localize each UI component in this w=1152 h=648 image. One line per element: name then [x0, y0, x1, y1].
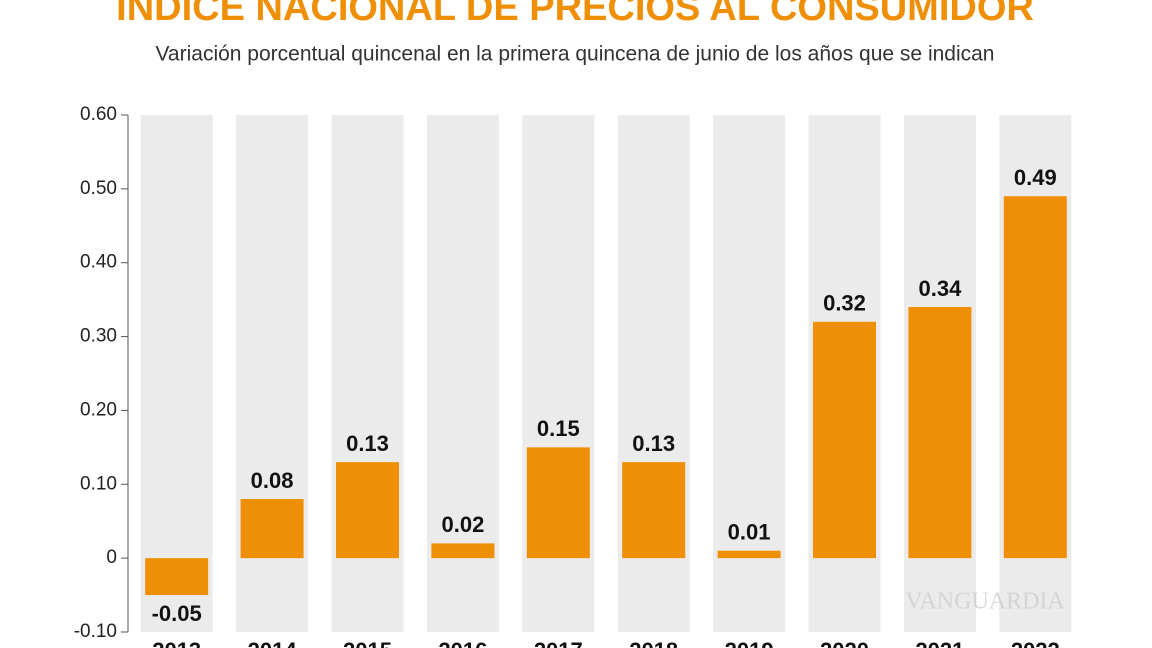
column-background — [140, 115, 213, 632]
bar — [240, 499, 304, 559]
bar — [145, 558, 209, 596]
bar — [336, 462, 399, 559]
bar — [813, 321, 876, 559]
data-label: 0.32 — [823, 291, 866, 316]
data-label: 0.02 — [441, 512, 484, 537]
data-label: 0.15 — [537, 416, 580, 441]
x-tick-label: 2015 — [343, 638, 392, 648]
watermark: VANGUARDIA — [905, 589, 1065, 615]
x-tick-label: 2022 — [1011, 638, 1060, 648]
y-tick-label: 0.30 — [80, 326, 117, 347]
bar — [526, 447, 590, 559]
bar — [908, 307, 972, 559]
x-tick-label: 2020 — [820, 638, 869, 648]
data-label: 0.34 — [918, 276, 962, 301]
bar — [717, 550, 781, 559]
x-tick-label: 2016 — [438, 638, 487, 648]
y-tick-label: 0.20 — [80, 399, 117, 420]
data-label: 0.13 — [632, 431, 675, 456]
bar — [431, 543, 495, 559]
data-label: -0.05 — [152, 601, 202, 626]
bar — [622, 462, 686, 559]
data-label: 0.08 — [251, 468, 294, 493]
x-tick-label: 2013 — [152, 638, 201, 648]
bar — [1003, 196, 1067, 559]
y-tick-label: 0.60 — [80, 104, 117, 125]
y-tick-label: 0 — [106, 547, 117, 568]
chart-title: ÍNDICE NACIONAL DE PRECIOS AL CONSUMIDOR — [116, 0, 1034, 29]
y-tick-label: 0.40 — [80, 252, 117, 273]
y-tick-label: -0.10 — [74, 621, 117, 642]
data-label: 0.49 — [1014, 165, 1057, 190]
y-tick-label: 0.10 — [80, 473, 117, 494]
column-background — [713, 115, 786, 632]
data-label: 0.13 — [346, 431, 389, 456]
data-label: 0.01 — [728, 520, 771, 545]
x-tick-label: 2018 — [629, 638, 678, 648]
chart-subtitle: Variación porcentual quincenal en la pri… — [155, 43, 994, 66]
x-tick-label: 2021 — [915, 638, 964, 648]
x-tick-label: 2014 — [248, 638, 298, 648]
y-tick-label: 0.50 — [80, 178, 117, 199]
x-tick-label: 2017 — [534, 638, 583, 648]
x-tick-label: 2019 — [725, 638, 774, 648]
